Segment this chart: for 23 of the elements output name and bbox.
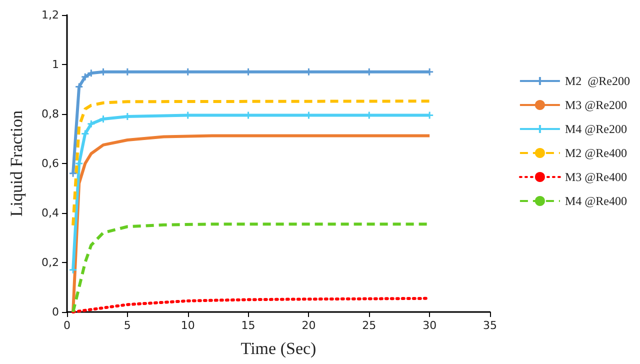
y-tick-label: 0 xyxy=(52,306,59,318)
legend-label: M3 @Re200 xyxy=(564,98,628,112)
x-tick-label: 25 xyxy=(362,319,376,332)
y-tick-label: 0,4 xyxy=(42,206,59,220)
y-tick-label: 0,2 xyxy=(42,256,59,269)
legend-label: M4 @Re200 xyxy=(564,122,628,136)
x-tick-label: 0 xyxy=(64,319,70,332)
x-tick-label: 35 xyxy=(483,319,497,332)
y-tick-label: 0,8 xyxy=(42,108,59,120)
x-axis-title: Time (Sec) xyxy=(240,339,316,358)
y-tick-label: 0,6 xyxy=(42,157,59,170)
x-tick-label: 20 xyxy=(302,319,316,332)
legend-label: M4 @Re400 xyxy=(564,194,628,208)
x-tick-label: 30 xyxy=(422,319,437,332)
y-axis-title: Liquid Fraction xyxy=(7,110,26,217)
y-tick-label: 1 xyxy=(52,58,59,71)
x-tick-label: 15 xyxy=(241,319,256,332)
legend-label: M2 @Re200 xyxy=(564,74,630,88)
x-tick-label: 5 xyxy=(124,319,131,332)
x-tick-label: 10 xyxy=(180,319,195,332)
legend-label: M2 @Re400 xyxy=(564,146,628,160)
y-tick-label: 1,2 xyxy=(42,8,59,22)
legend-label: M3 @Re400 xyxy=(564,170,628,184)
